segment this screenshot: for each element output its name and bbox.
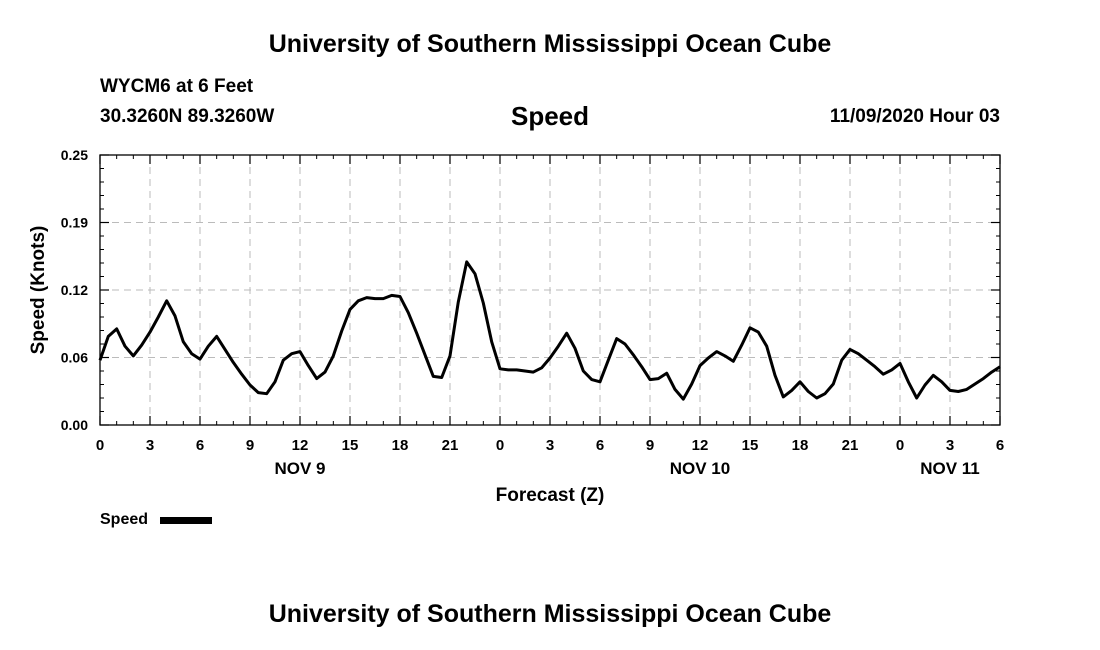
y-tick-label: 0.12 xyxy=(61,282,88,298)
y-tick-label: 0.00 xyxy=(61,417,88,433)
date-label: NOV 9 xyxy=(274,459,325,478)
station-label: WYCM6 at 6 Feet xyxy=(100,76,254,97)
x-tick-label: 0 xyxy=(96,437,104,454)
page-title: University of Southern Mississippi Ocean… xyxy=(268,30,832,58)
x-tick-label: 12 xyxy=(692,437,709,454)
x-tick-label: 18 xyxy=(792,437,809,454)
x-tick-label: 12 xyxy=(292,437,309,454)
y-axis-label: Speed (Knots) xyxy=(28,226,49,355)
x-tick-label: 21 xyxy=(842,437,859,454)
legend-label: Speed xyxy=(100,511,148,528)
footer-title: University of Southern Mississippi Ocean… xyxy=(268,600,832,628)
legend-swatch xyxy=(160,517,212,524)
coordinates-label: 30.3260N 89.3260W xyxy=(100,106,275,127)
x-tick-label: 0 xyxy=(896,437,904,454)
grid-lines xyxy=(100,155,1000,425)
y-tick-label: 0.19 xyxy=(61,215,88,231)
x-tick-label: 18 xyxy=(392,437,409,454)
x-tick-label: 15 xyxy=(742,437,759,454)
x-tick-label: 9 xyxy=(646,437,654,454)
x-tick-label: 3 xyxy=(546,437,554,454)
x-tick-label: 15 xyxy=(342,437,359,454)
x-tick-label: 6 xyxy=(596,437,604,454)
date-label: NOV 10 xyxy=(670,459,730,478)
y-tick-label: 0.25 xyxy=(61,147,88,163)
x-tick-label: 0 xyxy=(496,437,504,454)
x-tick-label: 3 xyxy=(146,437,154,454)
x-tick-label: 6 xyxy=(996,437,1004,454)
x-axis-label: Forecast (Z) xyxy=(496,485,605,506)
x-tick-label: 21 xyxy=(442,437,459,454)
y-tick-label: 0.06 xyxy=(61,350,88,366)
x-tick-label: 3 xyxy=(946,437,954,454)
chart-title: Speed xyxy=(510,101,590,131)
plot-frame xyxy=(99,154,1001,426)
x-tick-label: 9 xyxy=(246,437,254,454)
date-label: NOV 11 xyxy=(920,459,980,478)
datetime-label: 11/09/2020 Hour 03 xyxy=(829,106,1000,127)
speed-series-line xyxy=(98,260,1001,401)
x-tick-label: 6 xyxy=(196,437,204,454)
